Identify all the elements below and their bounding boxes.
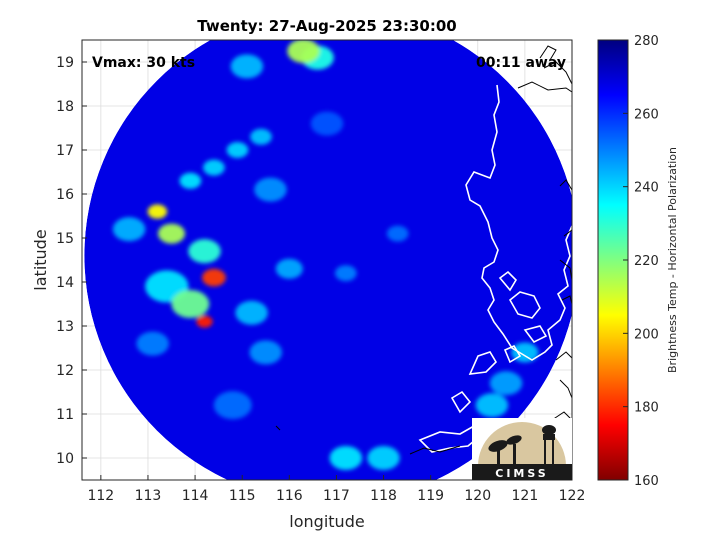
brightness-feature — [475, 393, 509, 418]
x-tick-label: 114 — [182, 488, 209, 504]
x-tick-label: 122 — [559, 488, 586, 504]
brightness-feature — [386, 225, 409, 242]
vmax-annotation: Vmax: 30 kts — [92, 55, 195, 71]
brightness-feature — [136, 331, 169, 356]
brightness-feature — [235, 300, 268, 325]
brightness-feature — [203, 159, 225, 176]
brightness-feature — [112, 217, 146, 242]
brightness-feature — [275, 258, 303, 279]
y-axis-ticks: 10 11 12 13 14 15 16 17 18 19 — [56, 55, 87, 467]
colorbar-tick-label: 160 — [634, 474, 659, 489]
logo-text: CIMSS — [495, 467, 548, 480]
brightness-feature — [202, 268, 226, 287]
brightness-feature — [367, 445, 400, 471]
coastline-outside-swath — [275, 45, 573, 455]
y-tick-label: 12 — [56, 363, 74, 379]
brightness-feature — [335, 265, 357, 282]
x-tick-label: 117 — [323, 488, 350, 504]
brightness-feature — [226, 141, 249, 159]
x-tick-label: 116 — [276, 488, 303, 504]
colorbar-tick-label: 280 — [634, 34, 659, 49]
brightness-feature — [213, 391, 252, 420]
y-tick-label: 14 — [56, 275, 74, 291]
colorbar-tick-label: 180 — [634, 401, 659, 416]
y-axis-label: latitude — [31, 229, 50, 290]
x-tick-label: 112 — [87, 488, 114, 504]
x-tick-label: 121 — [512, 488, 539, 504]
brightness-feature — [230, 54, 264, 79]
y-tick-label: 17 — [56, 143, 74, 159]
brightness-feature — [157, 223, 186, 244]
brightness-feature — [489, 371, 523, 396]
brightness-feature — [179, 172, 202, 189]
x-tick-label: 120 — [464, 488, 491, 504]
microwave-swath — [84, 40, 572, 480]
y-tick-label: 18 — [56, 99, 74, 115]
chart-title: Twenty: 27-Aug-2025 23:30:00 — [197, 17, 456, 35]
brightness-feature — [196, 315, 213, 328]
time-away-annotation: 00:11 away — [476, 55, 566, 71]
brightness-feature — [249, 340, 283, 365]
brightness-feature — [310, 111, 344, 136]
x-axis-label: longitude — [289, 512, 364, 531]
cimss-logo: CIMSS — [472, 418, 572, 480]
brightness-feature — [147, 204, 168, 219]
brightness-feature — [250, 128, 272, 145]
x-tick-label: 113 — [135, 488, 162, 504]
colorbar: 280 260 240 220 200 180 160 Brightness Temp - … — [597, 34, 679, 489]
coastline — [418, 84, 572, 453]
y-tick-label: 11 — [56, 407, 74, 423]
x-tick-label: 119 — [417, 488, 444, 504]
y-tick-label: 16 — [56, 187, 74, 203]
y-tick-label: 15 — [56, 231, 74, 247]
colorbar-ticks: 280 260 240 220 200 180 160 — [623, 34, 659, 489]
colorbar-tick-label: 200 — [634, 327, 659, 342]
x-tick-label: 115 — [229, 488, 256, 504]
y-tick-label: 13 — [56, 319, 74, 335]
brightness-feature — [188, 239, 221, 264]
brightness-feature — [329, 445, 363, 471]
y-tick-label: 10 — [56, 451, 74, 467]
colorbar-tick-label: 260 — [634, 107, 659, 122]
brightness-feature — [171, 289, 210, 319]
colorbar-tick-label: 220 — [634, 254, 659, 269]
brightness-feature — [287, 40, 320, 64]
colorbar-label: Brightness Temp - Horizontal Polarizatio… — [666, 147, 679, 373]
brightness-feature — [254, 177, 287, 202]
plot-area: 112 113 114 115 116 117 118 119 120 121 122 10 11 12… — [56, 39, 585, 504]
x-tick-label: 118 — [370, 488, 397, 504]
y-tick-label: 19 — [56, 55, 74, 71]
x-axis-ticks: 112 113 114 115 116 117 118 119 120 121 122 — [87, 475, 585, 504]
convection-features — [112, 40, 539, 471]
colorbar-tick-label: 240 — [634, 181, 659, 196]
